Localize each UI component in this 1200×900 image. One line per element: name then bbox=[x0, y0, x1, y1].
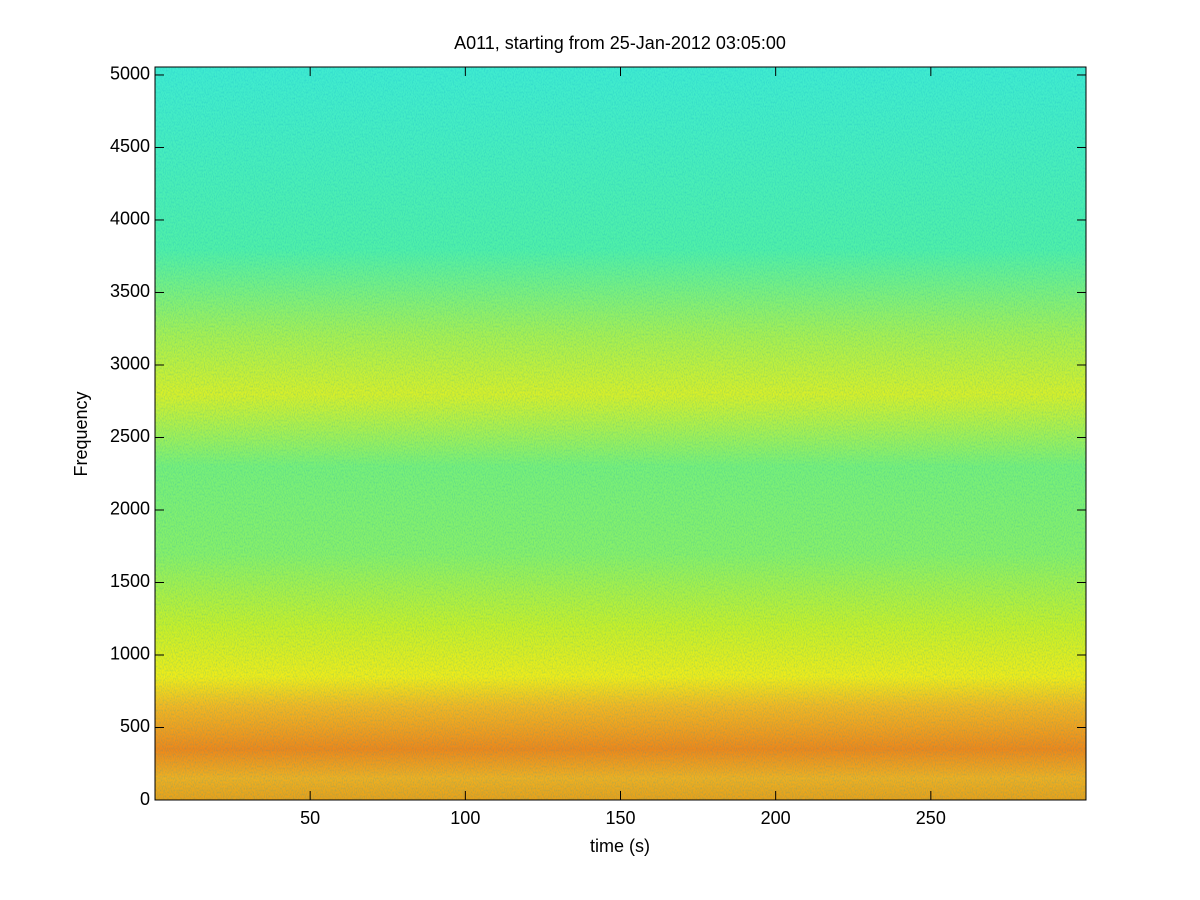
x-tick-label: 100 bbox=[450, 808, 480, 828]
x-tick-label: 50 bbox=[300, 808, 320, 828]
y-tick-label: 3000 bbox=[110, 354, 150, 374]
y-tick-label: 4500 bbox=[110, 136, 150, 156]
y-tick-label: 1000 bbox=[110, 644, 150, 664]
y-tick-label: 4000 bbox=[110, 209, 150, 229]
chart-title: A011, starting from 25-Jan-2012 03:05:00 bbox=[454, 33, 786, 53]
y-tick-label: 2000 bbox=[110, 499, 150, 519]
y-tick-label: 5000 bbox=[110, 64, 150, 84]
y-tick-label: 0 bbox=[140, 789, 150, 809]
x-axis-label: time (s) bbox=[590, 836, 650, 856]
x-tick-label: 150 bbox=[605, 808, 635, 828]
y-tick-label: 3500 bbox=[110, 281, 150, 301]
x-tick-label: 200 bbox=[761, 808, 791, 828]
y-tick-label: 500 bbox=[120, 716, 150, 736]
x-tick-label: 250 bbox=[916, 808, 946, 828]
spectrogram-noise bbox=[155, 67, 1086, 800]
y-axis-label: Frequency bbox=[71, 391, 91, 476]
y-tick-label: 2500 bbox=[110, 426, 150, 446]
y-tick-label: 1500 bbox=[110, 571, 150, 591]
